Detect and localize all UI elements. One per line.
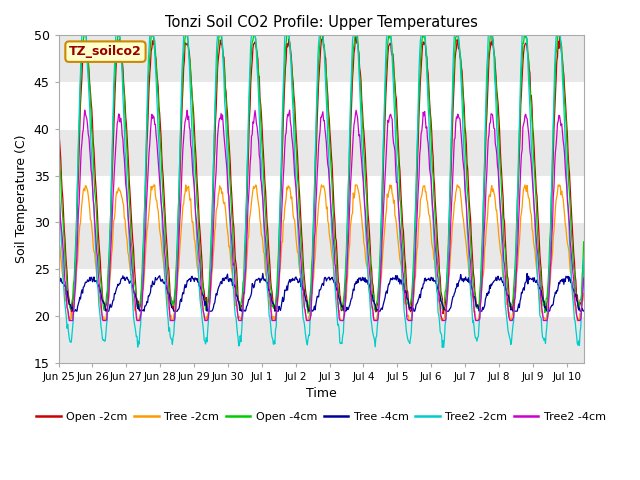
Tree -4cm (300, 287, 308, 292)
Bar (59, 269, 584, 316)
Legend: Open -2cm, Tree -2cm, Open -4cm, Tree -4cm, Tree2 -2cm, Tree2 -4cm: Open -2cm, Tree -2cm, Open -4cm, Tree -4… (32, 408, 611, 426)
Tree2 -4cm (433, 258, 440, 264)
Open -4cm (445, 206, 453, 212)
Tree -2cm (300, 303, 308, 309)
Line: Tree -4cm: Tree -4cm (59, 273, 584, 311)
Bar (59, 176, 584, 222)
Bar (59, 36, 584, 82)
Tree -4cm (129, 285, 136, 290)
Tree2 -4cm (65, 318, 73, 324)
Open -4cm (304, 311, 312, 316)
Open -2cm (298, 242, 306, 248)
Open -4cm (433, 244, 440, 250)
Tree2 -4cm (81, 107, 88, 113)
Tree2 -2cm (129, 299, 136, 305)
Tree -4cm (55, 279, 63, 285)
Tree2 -2cm (580, 256, 588, 262)
Open -4cm (80, 33, 88, 38)
Bar (59, 82, 584, 129)
Tree2 -4cm (280, 161, 288, 167)
Tree2 -2cm (55, 172, 63, 178)
Tree -2cm (57, 254, 65, 260)
Tree -2cm (129, 292, 136, 298)
Line: Tree2 -4cm: Tree2 -4cm (59, 110, 584, 321)
Open -4cm (580, 239, 588, 245)
Tree2 -4cm (130, 286, 138, 292)
Bar (59, 316, 584, 362)
Tree2 -2cm (300, 315, 307, 321)
X-axis label: Time: Time (306, 387, 337, 400)
Open -2cm (128, 227, 136, 233)
Open -4cm (300, 271, 307, 277)
Open -4cm (129, 254, 136, 260)
Line: Open -4cm: Open -4cm (59, 36, 584, 313)
Tree -4cm (445, 307, 453, 312)
Tree -2cm (150, 182, 158, 188)
Text: TZ_soilco2: TZ_soilco2 (69, 45, 142, 58)
Open -4cm (280, 97, 287, 103)
Bar (59, 222, 584, 269)
Tree2 -2cm (440, 345, 447, 350)
Open -2cm (439, 311, 447, 317)
Tree2 -2cm (280, 82, 287, 88)
Tree -4cm (57, 276, 65, 281)
Open -2cm (445, 240, 452, 246)
Tree -4cm (259, 270, 267, 276)
Tree2 -2cm (432, 271, 440, 276)
Tree -2cm (580, 290, 588, 296)
Tree -4cm (69, 308, 77, 314)
Open -2cm (488, 33, 496, 39)
Open -2cm (55, 119, 63, 125)
Tree -2cm (433, 283, 440, 289)
Tree -4cm (433, 281, 440, 287)
Open -4cm (57, 172, 65, 178)
Line: Tree -2cm: Tree -2cm (59, 185, 584, 321)
Tree -2cm (280, 217, 288, 223)
Tree2 -4cm (580, 275, 588, 281)
Tree -4cm (580, 308, 588, 314)
Tree -2cm (55, 230, 63, 236)
Open -2cm (279, 141, 287, 147)
Bar (59, 129, 584, 176)
Tree2 -4cm (57, 220, 65, 226)
Tree2 -4cm (300, 294, 308, 300)
Open -2cm (431, 199, 439, 204)
Tree -2cm (66, 318, 74, 324)
Tree2 -4cm (55, 182, 63, 188)
Line: Open -2cm: Open -2cm (59, 36, 584, 314)
Tree2 -4cm (445, 255, 453, 261)
Open -2cm (580, 257, 588, 263)
Tree2 -2cm (445, 213, 453, 218)
Y-axis label: Soil Temperature (C): Soil Temperature (C) (15, 135, 28, 263)
Open -4cm (55, 141, 63, 147)
Tree2 -2cm (78, 33, 86, 38)
Tree2 -2cm (57, 223, 65, 229)
Line: Tree2 -2cm: Tree2 -2cm (59, 36, 584, 348)
Tree -4cm (280, 297, 288, 302)
Tree -2cm (445, 270, 453, 276)
Title: Tonzi Soil CO2 Profile: Upper Temperatures: Tonzi Soil CO2 Profile: Upper Temperatur… (164, 15, 477, 30)
Open -2cm (57, 155, 65, 161)
